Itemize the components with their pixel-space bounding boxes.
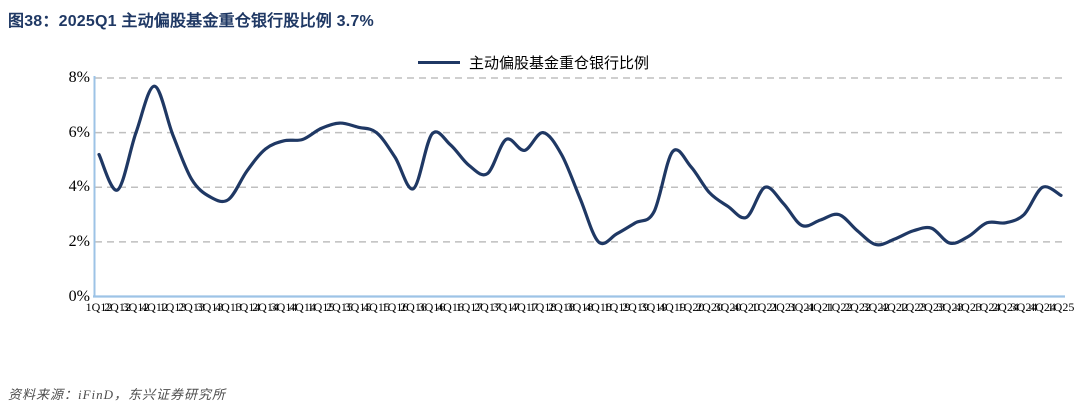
x-tick-label: 2Q13: [178, 300, 205, 314]
legend-label: 主动偏股基金重仓银行比例: [469, 55, 650, 72]
x-tick-label: 1Q22: [825, 300, 853, 314]
source-note: 资料来源：iFinD，东兴证券研究所: [8, 387, 227, 402]
x-tick-label: 3Q20: [714, 300, 742, 314]
x-tick-label: 3Q24: [1010, 300, 1038, 314]
y-tick-label: 0%: [68, 287, 90, 305]
chart-title: 图38：2025Q1 主动偏股基金重仓银行股比例 3.7%: [8, 13, 374, 30]
x-tick-label: 4Q16: [437, 300, 464, 314]
legend-line-swatch-icon: [418, 60, 460, 64]
y-tick-label: 2%: [68, 232, 90, 250]
x-tick-label: 4Q23: [955, 300, 982, 314]
x-tick-label: 4Q20: [733, 300, 760, 314]
x-tick-label: 4Q24: [1029, 300, 1056, 314]
x-tick-label: 2Q20: [696, 300, 723, 314]
x-tick-label: 3Q17: [492, 300, 520, 314]
x-tick-label: 3Q12: [122, 300, 150, 314]
x-tick-label: 2Q24: [992, 300, 1019, 314]
x-tick-label: 2Q15: [326, 300, 353, 314]
x-tick-label: 2Q16: [400, 300, 427, 314]
x-tick-label: 1Q24: [973, 300, 1001, 314]
x-tick-label: 1Q23: [899, 300, 927, 314]
x-tick-label: 2Q17: [474, 300, 501, 314]
x-tick-label: 1Q21: [751, 300, 779, 314]
x-tick-label: 1Q12: [85, 300, 113, 314]
x-tick-label: 3Q14: [270, 300, 298, 314]
x-tick-label: 3Q13: [196, 300, 224, 314]
x-tick-label: 4Q22: [881, 300, 908, 314]
x-tick-label: 1Q19: [603, 300, 631, 314]
x-tick-label: 1Q18: [529, 300, 557, 314]
x-tick-label: 4Q18: [585, 300, 612, 314]
x-tick-label: 1Q16: [381, 300, 409, 314]
y-tick-label: 4%: [68, 178, 90, 196]
x-tick-label: 2Q19: [622, 300, 649, 314]
y-tick-label: 8%: [68, 69, 90, 86]
x-tick-label: 4Q17: [511, 300, 538, 314]
x-tick-label: 3Q22: [862, 300, 890, 314]
x-tick-label: 4Q13: [215, 300, 242, 314]
x-tick-label: 3Q19: [640, 300, 668, 314]
x-tick-label: 2Q14: [252, 300, 279, 314]
x-tick-label: 2Q23: [918, 300, 945, 314]
x-tick-label: 2Q18: [548, 300, 575, 314]
x-tick-label: 1Q20: [677, 300, 705, 314]
x-tick-label: 3Q15: [344, 300, 372, 314]
x-tick-label: 2Q21: [770, 300, 797, 314]
x-tick-label: 4Q19: [659, 300, 686, 314]
x-tick-label: 1Q15: [307, 300, 335, 314]
series-line-bank-ratio: [97, 84, 1063, 247]
x-tick-label: 2Q12: [104, 300, 131, 314]
x-tick-label: 2Q22: [844, 300, 871, 314]
x-tick-label: 1Q25: [1047, 300, 1075, 314]
x-tick-label: 1Q17: [455, 300, 483, 314]
x-tick-label: 3Q16: [418, 300, 446, 314]
chart-legend: 主动偏股基金重仓银行比例: [418, 53, 650, 72]
x-tick-label: 3Q21: [788, 300, 816, 314]
y-tick-label: 6%: [68, 123, 90, 141]
x-tick-label: 3Q23: [936, 300, 964, 314]
x-tick-label: 3Q18: [566, 300, 594, 314]
x-tick-label: 1Q14: [233, 300, 261, 314]
x-tick-label: 1Q13: [159, 300, 187, 314]
x-tick-label: 4Q15: [363, 300, 390, 314]
x-tick-label: 4Q14: [289, 300, 316, 314]
x-tick-label: 4Q21: [807, 300, 834, 314]
x-tick-label: 4Q12: [141, 300, 168, 314]
